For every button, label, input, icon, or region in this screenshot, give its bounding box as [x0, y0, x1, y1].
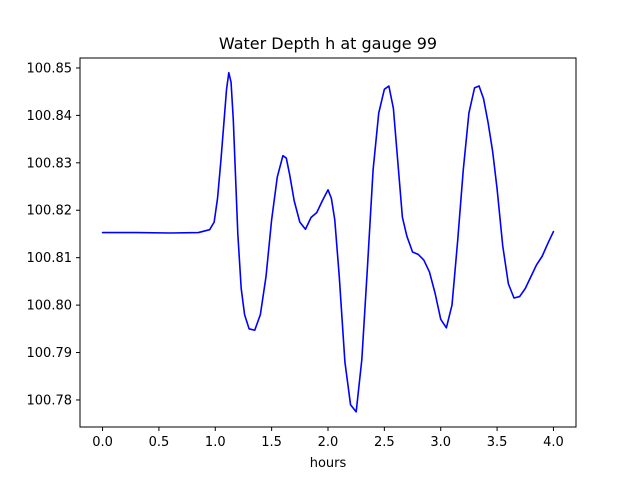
x-tick-label: 3.5 [487, 435, 508, 450]
y-tick-label: 100.84 [27, 109, 73, 124]
x-tick-label: 2.5 [374, 435, 395, 450]
y-tick-label: 100.81 [27, 251, 73, 266]
x-tick-label: 4.0 [543, 435, 564, 450]
x-tick-label: 0.0 [92, 435, 113, 450]
plot-frame [79, 57, 577, 428]
x-axis-ticks: 0.0 0.5 1.0 1.5 2.0 2.5 3.0 3.5 4.0 [92, 427, 564, 450]
chart-title: Water Depth h at gauge 99 [219, 34, 437, 53]
y-tick-label: 100.83 [27, 156, 73, 171]
x-tick-label: 3.0 [430, 435, 451, 450]
x-tick-label: 1.0 [205, 435, 226, 450]
x-tick-label: 1.5 [261, 435, 282, 450]
x-tick-label: 0.5 [149, 435, 170, 450]
y-tick-label: 100.78 [27, 393, 73, 408]
plot-area [101, 71, 555, 413]
y-tick-label: 100.85 [27, 61, 73, 76]
x-tick-label: 2.0 [318, 435, 339, 450]
y-tick-label: 100.82 [27, 204, 73, 219]
y-tick-label: 100.80 [27, 299, 73, 314]
y-tick-label: 100.79 [27, 346, 73, 361]
x-axis-label: hours [310, 456, 347, 471]
y-axis-ticks: 100.78 100.79 100.80 100.81 100.82 100.83 100.… [27, 61, 80, 408]
series-line-water-depth [101, 71, 555, 413]
